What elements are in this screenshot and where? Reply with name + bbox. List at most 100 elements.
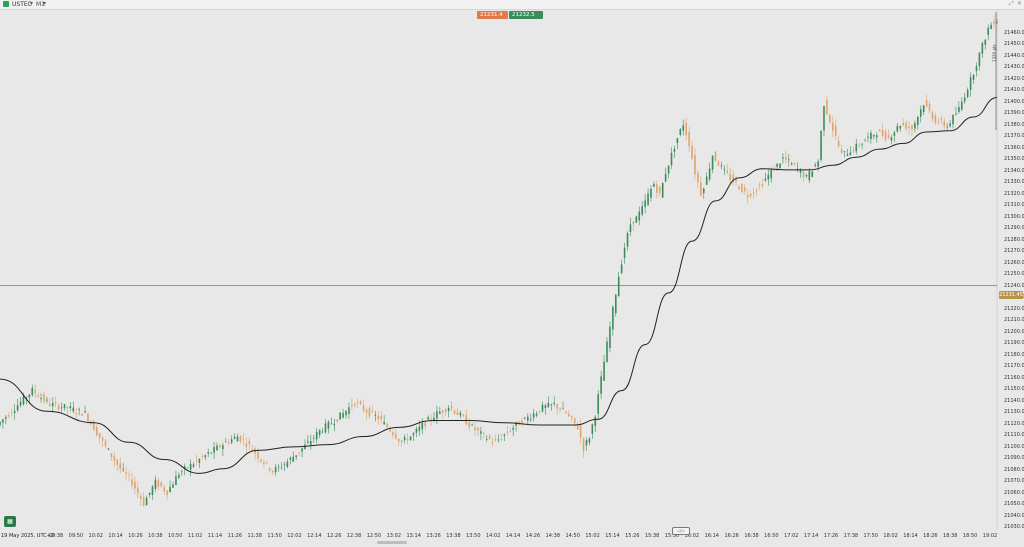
price-chart[interactable] (0, 10, 1000, 532)
maximize-icon[interactable]: ⤢ (1009, 0, 1014, 7)
candle-body (969, 77, 972, 90)
candle-body (204, 455, 207, 458)
x-tick-label: 18:14 (903, 533, 918, 539)
x-tick-label: 12:50 (366, 533, 382, 539)
candle-body (656, 184, 658, 193)
x-tick-label: 11:38 (247, 533, 262, 539)
candle-body (682, 125, 685, 131)
candle-body (485, 439, 488, 440)
candle-body (837, 140, 840, 147)
candle-body (993, 21, 995, 24)
candle-body (441, 410, 444, 413)
y-tick-label: 21430.0 (1004, 64, 1024, 71)
candle-body (222, 445, 224, 450)
candle-body (527, 416, 529, 421)
candle-body (371, 410, 374, 412)
calendar-icon[interactable]: ▦ (4, 516, 16, 527)
candle-body (166, 490, 168, 495)
symbol-label[interactable]: USTEC (12, 1, 32, 8)
candle-body (178, 474, 180, 478)
navigator-arrows[interactable]: ◁ ▷ (672, 527, 690, 535)
candle-body (802, 171, 805, 178)
candle-body (823, 106, 825, 131)
candle-body (573, 418, 576, 424)
candle-body (565, 411, 567, 414)
x-tick-label: 09:38 (48, 533, 64, 539)
candle-body (503, 434, 506, 436)
candle-body (603, 361, 605, 381)
y-tick-label: 21100.0 (1004, 443, 1024, 450)
candle-body (576, 426, 579, 430)
candle-body (274, 467, 277, 473)
candle-body (5, 417, 7, 419)
candle-body (582, 438, 585, 452)
candle-body (175, 476, 177, 486)
candle-body (477, 427, 479, 431)
horizontal-scrollbar[interactable] (377, 541, 407, 544)
candle-body (224, 441, 227, 443)
candle-body (732, 174, 734, 182)
candle-body (183, 466, 186, 469)
candle-body (758, 185, 761, 186)
candle-body (181, 471, 183, 473)
candle-body (817, 161, 819, 167)
timeframe-label[interactable]: M1 (36, 1, 45, 8)
candle-body (667, 165, 670, 174)
candle-body (911, 125, 913, 130)
candle-body (966, 89, 969, 97)
candle-body (154, 479, 157, 490)
candle-body (81, 413, 83, 416)
candle-body (826, 99, 828, 115)
candle-body (532, 413, 535, 418)
candle-body (245, 443, 248, 447)
candle-body (773, 170, 775, 172)
candle-body (899, 126, 902, 129)
candle-body (934, 115, 937, 123)
y-tick-label: 21320.0 (1004, 190, 1024, 197)
candle-body (453, 410, 456, 414)
candle-body (664, 173, 667, 182)
candle-body (295, 455, 297, 458)
y-tick-label: 21280.0 (1004, 236, 1024, 243)
candle-body (310, 441, 312, 445)
candle-body (914, 122, 916, 129)
x-tick-label: 16:14 (704, 533, 719, 539)
close-icon[interactable]: ✕ (1017, 0, 1023, 7)
y-tick-label: 21450.0 (1004, 41, 1024, 48)
sell-button[interactable]: 21231.4 (477, 11, 508, 19)
candle-body (700, 182, 702, 196)
candle-body (16, 405, 19, 411)
candle-body (691, 145, 693, 159)
buy-button[interactable]: 21232.5 (509, 11, 543, 19)
candle-body (339, 412, 341, 420)
candle-body (450, 406, 453, 409)
candle-body (984, 39, 987, 45)
candle-body (409, 436, 412, 441)
chevron-down-icon[interactable]: ▾ (30, 0, 34, 7)
sell-price: 21231.4 (480, 12, 503, 18)
candle-body (195, 460, 198, 462)
candle-body (928, 104, 931, 111)
candle-body (412, 433, 415, 436)
candle-body (386, 424, 388, 428)
candle-body (884, 131, 887, 140)
candle-body (840, 149, 843, 154)
candle-body (820, 130, 822, 160)
candle-body (952, 114, 954, 125)
candle-body (635, 216, 638, 223)
candle-body (301, 448, 303, 452)
candle-body (861, 143, 863, 145)
chevron-down-icon[interactable]: ▾ (43, 0, 47, 7)
candle-body (697, 172, 699, 183)
candle-body (324, 423, 327, 433)
candle-body (919, 109, 922, 117)
candle-body (439, 411, 441, 414)
candle-body (694, 154, 696, 175)
candle-body (69, 406, 72, 409)
chart-toolbar: USTEC ▾ M1 ▾ ⤢ ✕ (0, 0, 1024, 10)
candle-body (28, 394, 31, 398)
candle-body (744, 187, 746, 192)
y-tick-label: 21130.0 (1004, 409, 1024, 416)
x-tick-label: 14:38 (545, 533, 561, 539)
candle-body (644, 200, 646, 207)
